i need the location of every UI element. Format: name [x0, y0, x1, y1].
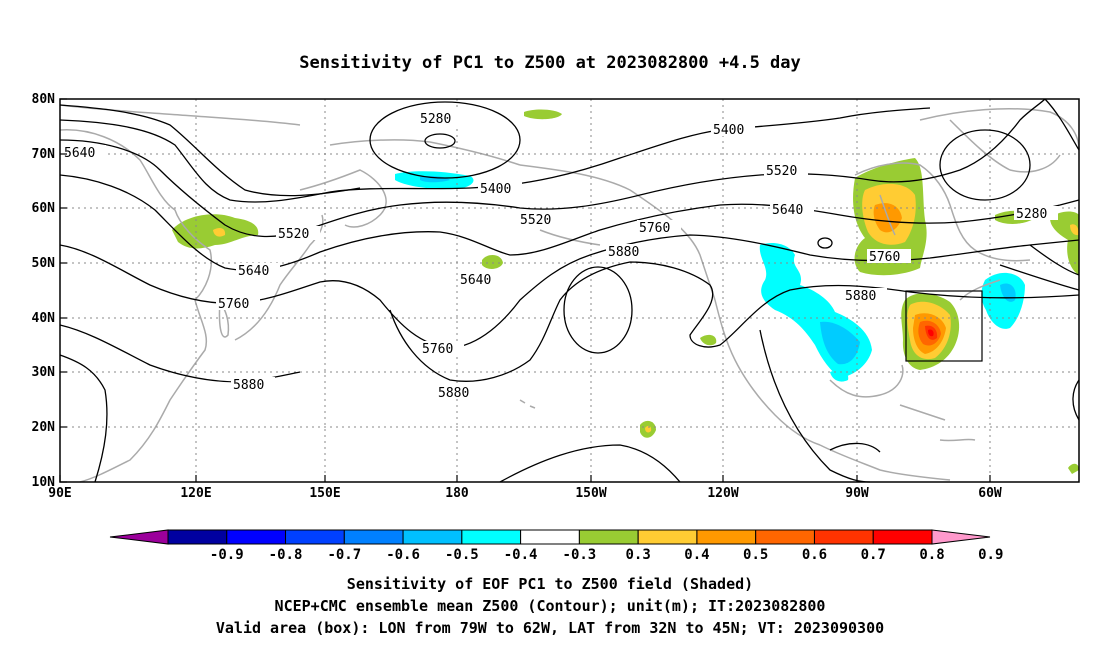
colorbar-swatch: [578, 529, 639, 545]
colorbar-tick-label: -0.4: [504, 547, 538, 563]
contour-label: 5640: [460, 273, 491, 288]
plot-frame: [59, 98, 1080, 483]
lon-tick-label: 180: [445, 486, 469, 501]
lon-tick-label: 90W: [845, 486, 869, 501]
contour-label: 5880: [845, 289, 876, 304]
lat-tick-label: 50N: [32, 256, 56, 271]
contour-label: 5520: [520, 213, 551, 228]
footer-line-1: Sensitivity of EOF PC1 to Z500 field (Sh…: [347, 575, 753, 593]
colorbar-tick-label: 0.9: [978, 547, 1003, 563]
colorbar-tick-label: -0.5: [445, 547, 479, 563]
axis-ticks: [59, 98, 991, 483]
colorbar-tick-label: -0.9: [210, 547, 244, 563]
lon-tick-label: 150W: [575, 486, 606, 501]
colorbar-tick-label: -0.3: [563, 547, 597, 563]
contour-label: 5280: [1016, 207, 1047, 222]
contour-label: 5880: [608, 245, 639, 260]
colorbar-tick-label: 0.7: [861, 547, 886, 563]
contour-label: 5640: [238, 264, 269, 279]
latitude-labels: 10N 20N 30N 40N 50N 60N 70N 80N: [32, 92, 56, 490]
contour-label: 5520: [766, 164, 797, 179]
longitude-labels: 90E 120E 150E 180 150W 120W 90W 60W: [48, 486, 1002, 501]
colorbar-swatch: [813, 529, 874, 545]
colorbar-tick-label: 0.4: [684, 547, 709, 563]
contour-label: 5400: [713, 123, 744, 138]
contour-label: 5640: [772, 203, 803, 218]
contour-label: 5520: [278, 227, 309, 242]
lat-tick-label: 80N: [32, 92, 56, 107]
lat-tick-label: 20N: [32, 420, 56, 435]
contour-label: 5760: [422, 342, 453, 357]
footer-line-2: NCEP+CMC ensemble mean Z500 (Contour); u…: [275, 597, 826, 615]
colorbar-tick-label: -0.8: [269, 547, 303, 563]
footer-line-3: Valid area (box): LON from 79W to 62W, L…: [216, 619, 884, 637]
contour-label: 5640: [64, 146, 95, 161]
lon-tick-label: 150E: [309, 486, 340, 501]
lon-tick-label: 60W: [978, 486, 1002, 501]
contour-label: 5880: [233, 378, 264, 393]
contour-label: 5760: [218, 297, 249, 312]
lat-tick-label: 40N: [32, 311, 56, 326]
sensitivity-shading: [172, 109, 1079, 474]
contour-labels: 5280 5400 5400 5520 5520 5520 5640 5640 …: [62, 111, 1058, 401]
lat-tick-label: 60N: [32, 201, 56, 216]
contour-label: 5760: [639, 221, 670, 236]
colorbar-tick-label: 0.6: [802, 547, 827, 563]
colorbar-tick-label: -0.6: [386, 547, 420, 563]
colorbar-swatch: [872, 529, 933, 545]
colorbar: [109, 529, 991, 545]
lat-tick-label: 70N: [32, 147, 56, 162]
contour-label: 5760: [869, 250, 900, 265]
lon-tick-label: 90E: [48, 486, 71, 501]
colorbar-swatch: [167, 529, 228, 545]
colorbar-swatch: [402, 529, 463, 545]
colorbar-swatch: [285, 529, 345, 545]
colorbar-max-arrow: [931, 529, 991, 545]
figure-title: Sensitivity of PC1 to Z500 at 2023082800…: [299, 53, 801, 73]
contour-label: 5880: [438, 386, 469, 401]
colorbar-swatch: [696, 529, 757, 545]
colorbar-swatch: [461, 529, 522, 545]
lon-tick-label: 120W: [707, 486, 738, 501]
lat-tick-label: 10N: [32, 475, 56, 490]
colorbar-labels: -0.9 -0.8 -0.7 -0.6 -0.5 -0.4 -0.3 0.3 0.4 0.5 0.6…: [210, 547, 1004, 563]
colorbar-tick-label: 0.3: [626, 547, 651, 563]
colorbar-tick-label: -0.7: [327, 547, 361, 563]
colorbar-swatch: [755, 529, 815, 545]
colorbar-swatch: [343, 529, 404, 545]
contour-label: 5280: [420, 112, 451, 127]
lon-tick-label: 120E: [180, 486, 211, 501]
graticule: [60, 99, 1079, 482]
colorbar-tick-label: 0.8: [919, 547, 944, 563]
colorbar-swatch: [226, 529, 287, 545]
colorbar-swatch: [520, 529, 580, 545]
colorbar-min-arrow: [109, 529, 169, 545]
colorbar-tick-label: 0.5: [743, 547, 768, 563]
valid-area-box: [905, 290, 983, 362]
contour-label: 5400: [480, 182, 511, 197]
lat-tick-label: 30N: [32, 365, 56, 380]
colorbar-swatch: [637, 529, 698, 545]
